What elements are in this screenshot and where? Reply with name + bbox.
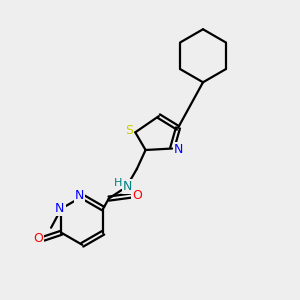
Text: O: O xyxy=(132,189,142,202)
Text: N: N xyxy=(55,202,64,215)
Text: N: N xyxy=(123,180,133,193)
Text: N: N xyxy=(75,188,84,202)
Text: H: H xyxy=(114,178,122,188)
Text: N: N xyxy=(174,143,183,157)
Text: O: O xyxy=(33,232,43,245)
Text: S: S xyxy=(125,124,133,137)
